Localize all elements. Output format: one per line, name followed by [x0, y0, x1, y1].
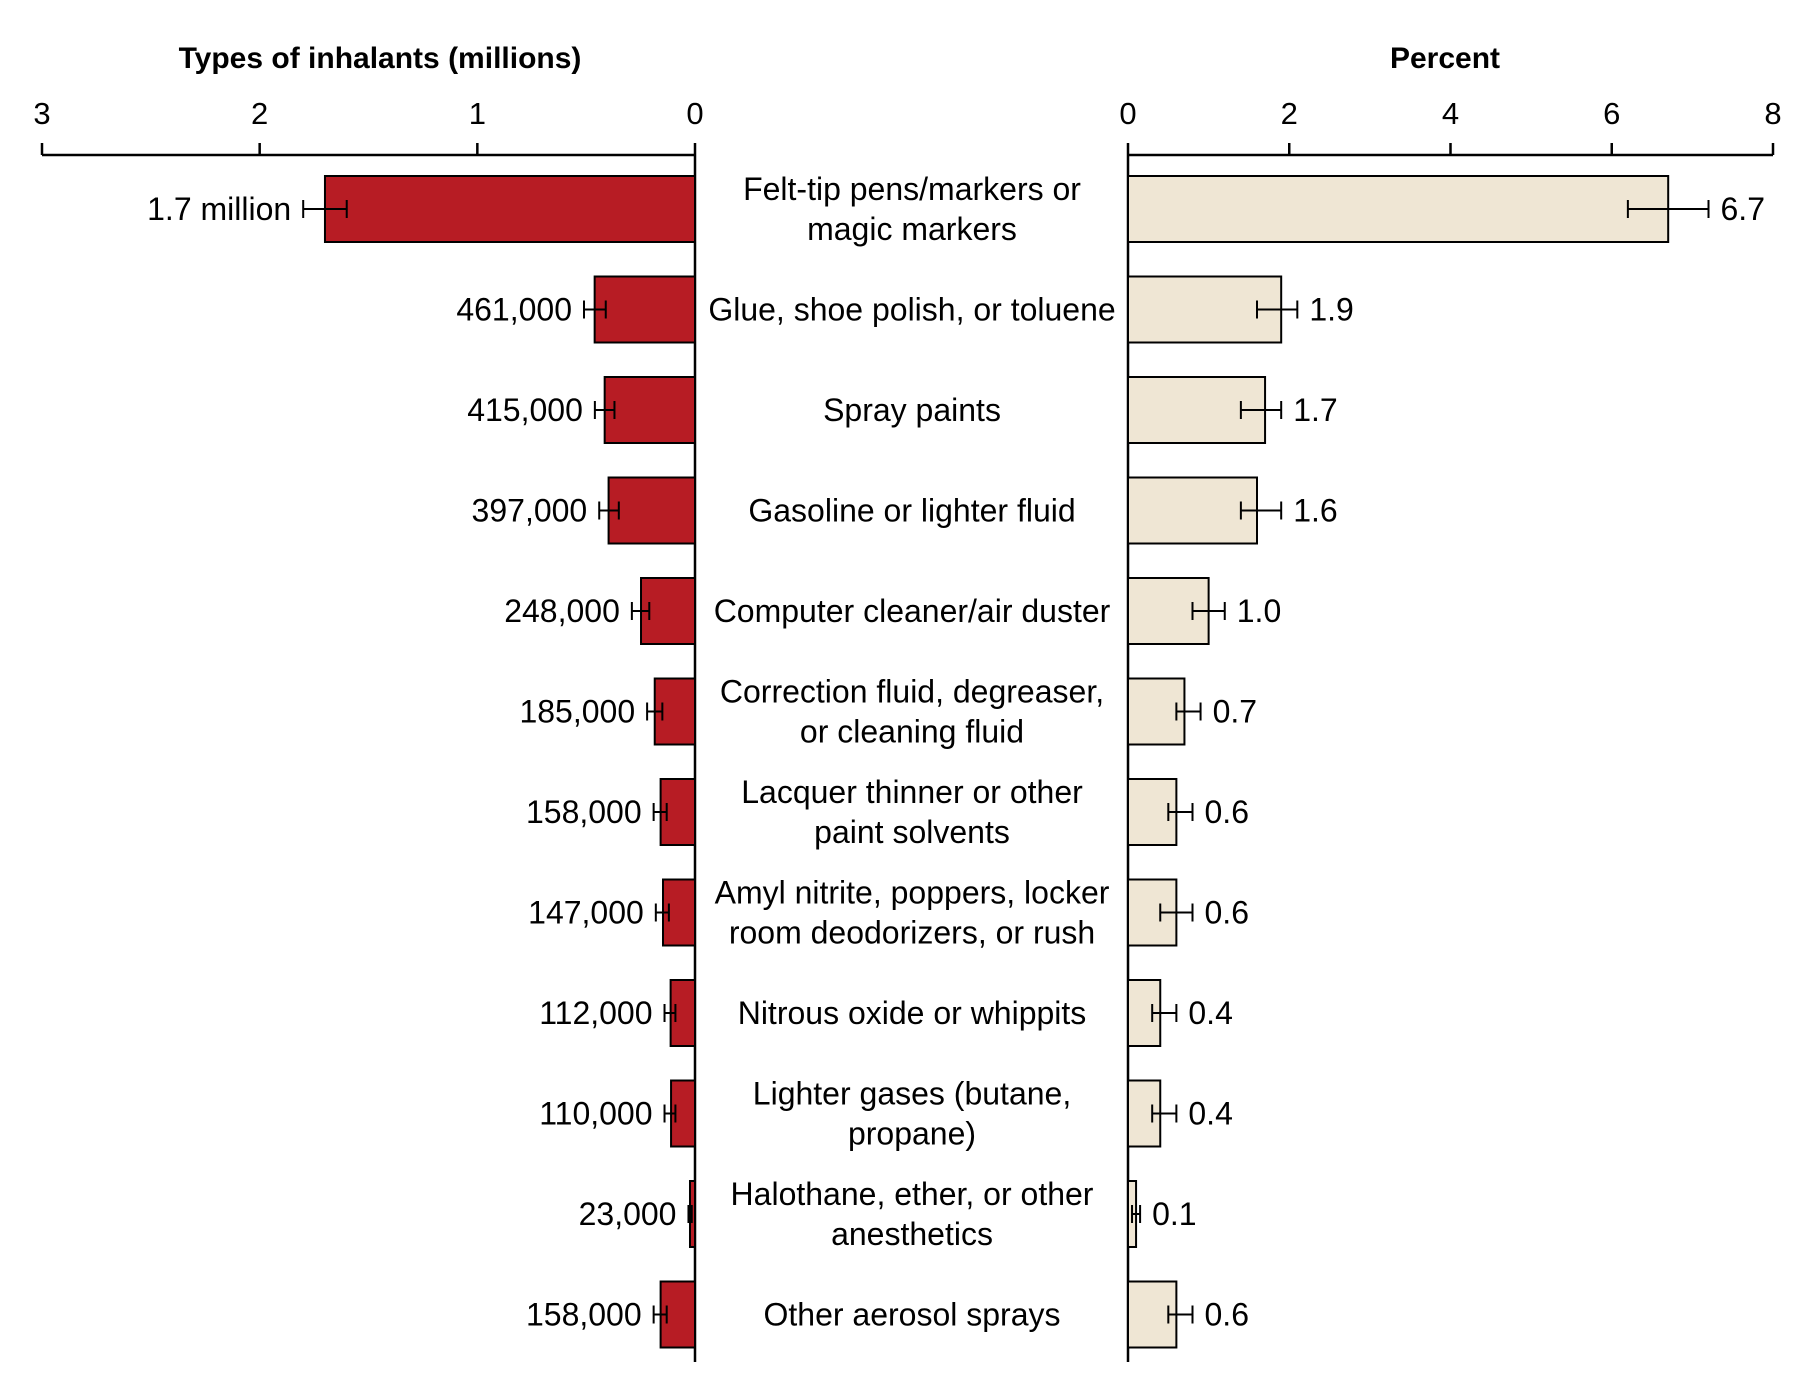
category-label-line: Lighter gases (butane, — [753, 1076, 1071, 1112]
category-label: Gasoline or lighter fluid — [748, 493, 1075, 529]
category-label-line: room deodorizers, or rush — [729, 915, 1095, 951]
left-value-label: 23,000 — [579, 1196, 677, 1232]
left-bar — [662, 878, 696, 947]
category-label: Computer cleaner/air duster — [714, 593, 1111, 629]
left-value-label: 185,000 — [519, 694, 635, 730]
left-tick-label: 2 — [251, 96, 268, 131]
right-tick-label: 2 — [1281, 96, 1298, 131]
left-bars: 1.7 million 461,000 415,000 397,000 248,000 1… — [147, 175, 697, 1349]
left-bar — [659, 778, 696, 846]
right-tick-label: 8 — [1764, 96, 1781, 131]
category-label: Correction fluid, degreaser, or cleaning … — [720, 674, 1104, 750]
category-label: Amyl nitrite, poppers, locker room deodor… — [715, 875, 1110, 951]
category-label: Halothane, ether, or other anesthetics — [731, 1176, 1094, 1252]
left-bar — [593, 275, 696, 344]
right-value-label: 1.6 — [1293, 493, 1337, 529]
right-bars: 6.7 1.9 1.7 1.6 1.0 0.7 0.6 0.6 0.4 0.4 0.1 0.6 — [1127, 175, 1765, 1349]
left-axis-title: Types of inhalants (millions) — [179, 42, 582, 75]
right-value-label: 0.4 — [1188, 1096, 1232, 1132]
left-tick-label: 1 — [469, 96, 486, 131]
category-label-line: Spray paints — [823, 392, 1001, 428]
right-tick-label: 6 — [1603, 96, 1620, 131]
right-tick-label: 4 — [1442, 96, 1459, 131]
right-value-label: 1.0 — [1237, 593, 1281, 629]
right-value-label: 0.7 — [1213, 694, 1257, 730]
left-axis: 3 2 1 0 — [33, 96, 704, 1362]
right-axis-title: Percent — [1390, 42, 1500, 75]
category-label-line: Glue, shoe polish, or toluene — [708, 292, 1115, 328]
right-value-label: 1.7 — [1293, 392, 1337, 428]
left-tick-label: 0 — [686, 96, 703, 131]
right-axis: 0 2 4 6 8 — [1119, 96, 1782, 1362]
category-label: Glue, shoe polish, or toluene — [708, 292, 1115, 328]
category-label-line: magic markers — [807, 211, 1017, 247]
right-value-label: 0.6 — [1205, 1297, 1249, 1333]
right-tick-label: 0 — [1119, 96, 1136, 131]
left-value-label: 110,000 — [539, 1096, 652, 1132]
category-label: Lighter gases (butane, propane) — [753, 1076, 1071, 1152]
category-label-line: Lacquer thinner or other — [741, 774, 1083, 810]
category-label-line: Other aerosol sprays — [763, 1297, 1060, 1333]
category-label-line: paint solvents — [814, 814, 1010, 850]
left-value-label: 461,000 — [456, 292, 572, 328]
category-label: Felt-tip pens/markers or magic markers — [743, 171, 1081, 247]
left-value-label: 158,000 — [526, 794, 642, 830]
left-bar — [603, 376, 696, 444]
category-label-line: Computer cleaner/air duster — [714, 593, 1111, 629]
category-label-line: anesthetics — [831, 1216, 993, 1252]
category-label: Other aerosol sprays — [763, 1297, 1060, 1333]
left-value-label: 415,000 — [467, 392, 583, 428]
category-label-line: propane) — [848, 1116, 976, 1152]
category-label: Nitrous oxide or whippits — [738, 995, 1087, 1031]
category-label: Spray paints — [823, 392, 1001, 428]
category-label-line: Correction fluid, degreaser, — [720, 674, 1104, 710]
left-tick-label: 3 — [33, 96, 50, 131]
right-bar — [1127, 476, 1258, 545]
category-labels: Felt-tip pens/markers or magic markers Glu… — [708, 171, 1115, 1333]
category-label-line: Gasoline or lighter fluid — [748, 493, 1075, 529]
right-bar — [1127, 577, 1210, 645]
category-label-line: Amyl nitrite, poppers, locker — [715, 875, 1110, 911]
category-label-line: or cleaning fluid — [800, 714, 1024, 750]
right-bar — [1127, 677, 1186, 746]
category-label-line: Nitrous oxide or whippits — [738, 995, 1087, 1031]
right-value-label: 1.9 — [1309, 292, 1353, 328]
right-value-label: 0.6 — [1205, 794, 1249, 830]
left-value-label: 397,000 — [472, 493, 588, 529]
right-value-label: 0.6 — [1205, 895, 1249, 931]
left-value-label: 1.7 million — [147, 191, 291, 227]
right-value-label: 0.1 — [1152, 1196, 1196, 1232]
category-label-line: Felt-tip pens/markers or — [743, 171, 1081, 207]
right-bar — [1127, 175, 1670, 243]
right-bar — [1127, 275, 1283, 344]
right-value-label: 6.7 — [1721, 191, 1765, 227]
right-value-label: 0.4 — [1188, 995, 1232, 1031]
left-value-label: 112,000 — [539, 995, 652, 1031]
left-bar — [323, 175, 696, 243]
left-bar — [607, 476, 696, 545]
left-value-label: 248,000 — [504, 593, 620, 629]
left-value-label: 147,000 — [528, 895, 644, 931]
category-label-line: Halothane, ether, or other — [731, 1176, 1094, 1212]
category-label: Lacquer thinner or other paint solvents — [741, 774, 1083, 850]
left-value-label: 158,000 — [526, 1297, 642, 1333]
